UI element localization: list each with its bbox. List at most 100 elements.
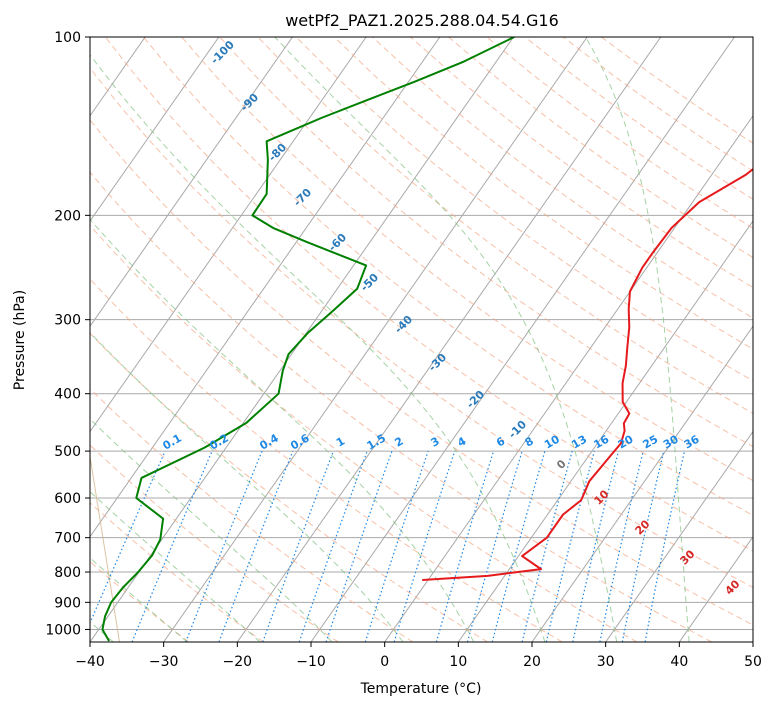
dry-adiabat-line — [90, 224, 638, 642]
temperature-line — [422, 167, 753, 581]
x-tick-label: 30 — [597, 654, 615, 670]
mixing-ratio-line — [466, 450, 523, 642]
mixing-ratio-line — [325, 450, 393, 642]
moist-adiabat-label: 0 — [554, 457, 569, 472]
mixing-ratio-line — [491, 450, 546, 642]
annotation-layer: 0.1 0.2 0.4 0.6 1 1.5 2 3 4 6 8 10 13 16 20 25 30 36-100-… — [161, 38, 743, 598]
isotherm-line — [90, 37, 293, 328]
moist-adiabat-label: 10 — [592, 487, 612, 507]
y-axis-label: Pressure (hPa) — [12, 290, 28, 390]
isotherm-line — [90, 37, 220, 222]
mixing-ratio-line — [131, 450, 213, 642]
moist-adiabat-line — [90, 218, 475, 642]
moist-adiabat-line — [90, 331, 404, 642]
isotherm-line — [0, 37, 72, 642]
moist-adiabat-line — [585, 37, 690, 642]
mixing-ratio-label: 20 — [616, 432, 636, 451]
mixing-ratio-line — [364, 450, 429, 642]
isotherm-line — [531, 325, 753, 642]
dry-adiabat-line — [333, 37, 753, 350]
y-tick-label: 600 — [54, 491, 81, 507]
dry-adiabat-line — [219, 37, 753, 448]
mixing-ratio-line — [218, 450, 294, 642]
y-tick-label: 900 — [54, 595, 81, 611]
x-axis-label: Temperature (°C) — [360, 681, 482, 697]
x-tick-label: −40 — [75, 654, 105, 670]
mixing-ratio-label: 1.5 — [365, 432, 388, 453]
isotherm-line — [90, 37, 367, 433]
dry-adiabat-line — [90, 66, 753, 588]
x-tick-label: −30 — [149, 654, 179, 670]
isotherm-line — [163, 37, 588, 642]
moist-adiabat-label: 30 — [678, 547, 698, 567]
mixing-ratio-line — [435, 450, 495, 642]
mixing-ratio-label: 6 — [494, 434, 507, 449]
moist-adiabat-line — [90, 557, 188, 642]
dry-adiabat-line — [90, 444, 339, 642]
mixing-ratio-label: 0.4 — [257, 431, 281, 452]
y-tick-label: 400 — [54, 387, 81, 403]
dry-adiabat-line — [90, 119, 753, 626]
moist-adiabat-line — [90, 53, 546, 642]
mixing-ratio-label: 2 — [392, 435, 405, 450]
dry-adiabat-line — [448, 37, 753, 259]
mixing-ratio-line — [572, 450, 620, 642]
mixing-ratio-line — [393, 450, 456, 642]
adiabat-label: -40 — [392, 313, 415, 336]
dry-adiabat-line — [295, 37, 753, 382]
moist-adiabat-line — [274, 37, 618, 642]
profile-layer — [101, 37, 753, 642]
lcl-curve — [90, 453, 120, 642]
mixing-ratio-label: 25 — [640, 433, 660, 452]
y-tick-label: 1000 — [45, 622, 81, 638]
x-axis: −40 −30 −20 −10 0 10 20 30 40 50 — [75, 642, 762, 670]
isotherm-line — [678, 535, 753, 642]
dry-adiabat-line — [90, 502, 264, 642]
x-tick-label: 20 — [523, 654, 541, 670]
mixing-ratio-label: 36 — [682, 432, 702, 451]
x-tick-label: 0 — [380, 654, 389, 670]
dry-adiabat-line — [104, 37, 753, 552]
isotherm-line — [605, 430, 753, 642]
dry-adiabat-line — [90, 560, 190, 642]
moist-adiabat-line — [761, 37, 775, 642]
mixing-ratio-line — [521, 450, 573, 642]
dry-adiabat-line — [372, 37, 753, 319]
mixing-ratio-label: 30 — [661, 432, 681, 451]
adiabat-label: -100 — [208, 38, 237, 67]
chart-title: wetPf2_PAZ1.2025.288.04.54.G16 — [285, 11, 559, 31]
isotherm-line — [90, 37, 441, 538]
mixing-ratio-line — [185, 450, 263, 642]
mixing-ratio-label: 4 — [455, 434, 468, 449]
y-tick-label: 100 — [54, 30, 81, 46]
adiabat-label: -20 — [464, 388, 487, 411]
mixing-ratio-label: 13 — [569, 433, 589, 452]
mixing-ratio-line — [298, 450, 368, 642]
y-tick-label: 700 — [54, 531, 81, 547]
adiabat-label: -50 — [358, 271, 381, 294]
dry-adiabat-line — [410, 37, 753, 289]
mixing-ratio-label: 8 — [523, 435, 536, 450]
isotherm-line — [310, 37, 735, 642]
isotherm-line — [384, 114, 753, 642]
mixing-ratio-label: 1 — [334, 435, 347, 450]
mixing-ratio-label: 16 — [592, 432, 612, 451]
mixing-ratio-label: 3 — [429, 435, 442, 450]
y-axis: 100 200 300 400 500 600 700 800 900 1000 — [45, 30, 90, 638]
moist-adiabat-label: 20 — [633, 517, 653, 537]
adiabat-label: -80 — [266, 141, 289, 164]
dry-adiabat-line — [90, 278, 563, 642]
adiabat-label: -30 — [426, 351, 449, 374]
dry-adiabat-line — [90, 332, 488, 642]
x-tick-label: −20 — [223, 654, 253, 670]
dry-adiabat-line — [90, 171, 712, 642]
mixing-ratio-line — [599, 450, 644, 642]
moist-adiabat-line — [90, 418, 333, 642]
y-tick-label: 800 — [54, 565, 81, 581]
y-tick-label: 200 — [54, 208, 81, 224]
isotherm-line — [752, 641, 753, 642]
mixing-ratio-label: 10 — [542, 432, 562, 451]
x-tick-label: 40 — [670, 654, 688, 670]
mixing-ratio-label: 0.1 — [161, 432, 184, 453]
